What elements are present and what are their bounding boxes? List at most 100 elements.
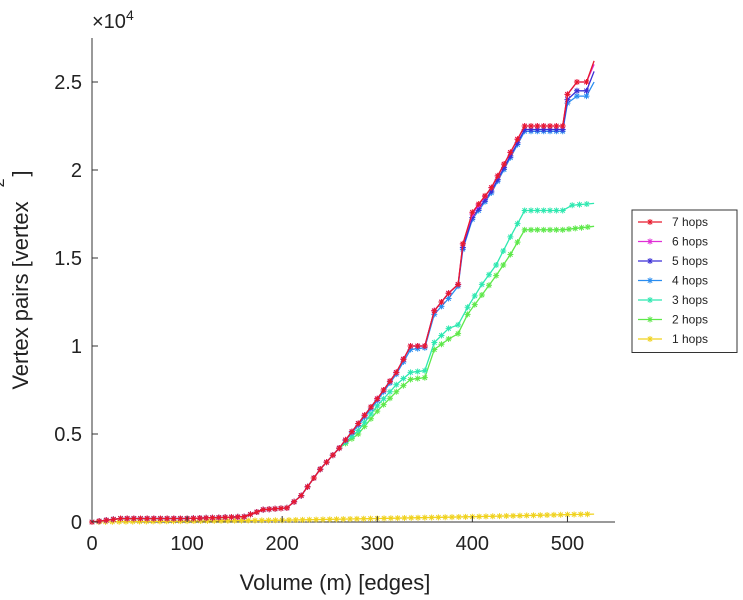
series-marker xyxy=(109,518,116,525)
series-marker xyxy=(507,152,514,159)
series-4-hops xyxy=(89,81,595,525)
series-marker xyxy=(367,415,374,422)
y-tick-label: 1.5 xyxy=(54,248,82,270)
series-marker xyxy=(209,514,216,521)
series-marker xyxy=(494,172,501,179)
series-marker xyxy=(459,240,466,247)
series-marker xyxy=(514,239,521,246)
series-marker xyxy=(428,514,435,521)
series-marker xyxy=(414,343,421,349)
series-marker xyxy=(386,388,393,395)
series-marker xyxy=(272,505,279,512)
series-marker xyxy=(421,514,428,521)
series-marker xyxy=(329,452,336,459)
series-marker xyxy=(177,515,184,522)
series-marker xyxy=(367,411,374,418)
series-marker xyxy=(170,515,177,522)
series-marker xyxy=(355,427,362,434)
series-marker xyxy=(234,513,241,520)
series-marker xyxy=(414,368,421,375)
series-marker xyxy=(218,517,225,524)
series-marker xyxy=(564,96,571,103)
series-marker xyxy=(393,381,400,388)
y-tick-label: 2.5 xyxy=(54,72,82,94)
series-marker xyxy=(489,513,496,520)
series-marker xyxy=(488,184,495,191)
series-marker xyxy=(313,516,320,523)
y-axis-label: Vertex pairs [vertex 2] xyxy=(0,170,33,389)
series-line xyxy=(91,225,595,523)
series-marker xyxy=(583,201,590,208)
series-marker xyxy=(260,506,267,513)
series-marker xyxy=(569,202,576,209)
series-marker xyxy=(471,301,478,308)
series-marker xyxy=(559,123,566,129)
series-marker xyxy=(493,262,500,269)
series-marker xyxy=(534,123,541,129)
series-marker xyxy=(374,402,381,409)
series-marker xyxy=(559,207,566,214)
series-marker xyxy=(361,419,368,426)
series-marker xyxy=(442,514,449,521)
series-marker xyxy=(521,123,528,129)
series-marker xyxy=(435,514,442,521)
series-marker xyxy=(245,517,252,524)
series-marker xyxy=(573,79,580,85)
series-marker xyxy=(204,517,211,524)
series-marker xyxy=(367,515,374,522)
series-marker xyxy=(164,515,171,522)
series-marker xyxy=(464,304,471,311)
series-marker xyxy=(559,126,566,133)
series-marker xyxy=(507,251,514,258)
legend-marker xyxy=(647,316,653,323)
series-marker xyxy=(534,226,541,233)
series-marker xyxy=(317,466,324,473)
series-marker xyxy=(438,299,445,305)
series-marker xyxy=(478,291,485,298)
x-axis-label: Volume (m) [edges] xyxy=(240,570,431,595)
legend-marker xyxy=(647,219,653,225)
series-marker xyxy=(486,271,493,278)
series-marker xyxy=(476,513,483,520)
series-marker xyxy=(482,196,489,203)
series-marker xyxy=(445,290,452,297)
series-marker xyxy=(521,126,528,133)
multiplier-label: ×104 xyxy=(92,7,134,33)
series-marker xyxy=(393,369,400,376)
legend-label: 2 hops xyxy=(672,313,708,327)
series-marker xyxy=(361,423,368,430)
series-marker xyxy=(353,515,360,522)
series-line xyxy=(91,60,595,523)
series-marker xyxy=(215,514,222,521)
series-marker xyxy=(493,272,500,279)
series-marker xyxy=(266,506,273,513)
series-marker xyxy=(584,224,591,231)
series-marker xyxy=(500,262,507,269)
series-3-hops xyxy=(89,201,595,525)
series-marker xyxy=(445,335,452,342)
x-tick-label: 400 xyxy=(456,533,489,555)
series-marker xyxy=(156,518,163,525)
y-axis-label-sup: 2 xyxy=(0,178,8,187)
series-marker xyxy=(438,332,445,339)
series-marker xyxy=(583,93,590,100)
series-line xyxy=(91,81,595,523)
series-marker xyxy=(553,226,560,233)
y-axis-label-close: ] xyxy=(8,170,33,176)
series-marker xyxy=(530,512,537,519)
series-marker xyxy=(482,192,489,199)
series-marker xyxy=(319,516,326,523)
series-marker xyxy=(283,504,290,511)
x-tick-label: 500 xyxy=(551,533,584,555)
series-line xyxy=(91,64,595,523)
series-marker xyxy=(507,233,514,240)
series-marker xyxy=(544,512,551,519)
series-marker xyxy=(421,374,428,381)
series-marker xyxy=(224,517,231,524)
series-marker xyxy=(547,126,554,133)
series-marker xyxy=(136,518,143,525)
series-marker xyxy=(469,214,476,221)
series-marker xyxy=(247,511,254,518)
ticks: 0 100 200 300 400 500 0 0.5 1 1.5 2 2.5 xyxy=(54,72,584,555)
series-marker xyxy=(501,164,508,171)
